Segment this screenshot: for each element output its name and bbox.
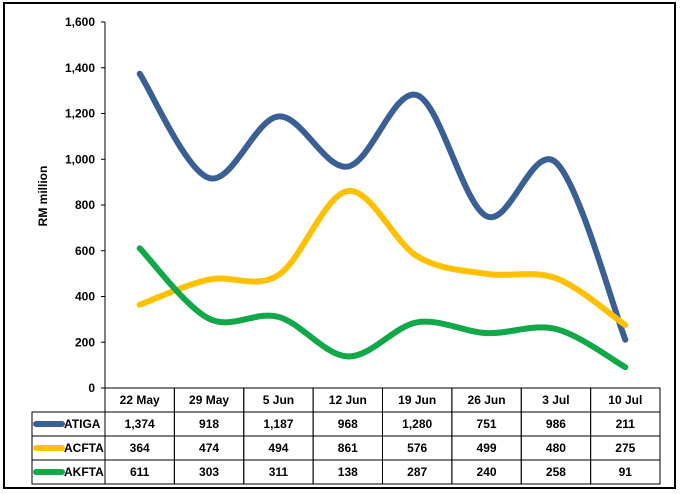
data-label: 91: [619, 465, 633, 479]
legend-label: ATIGA: [64, 417, 101, 431]
y-tick-label: 1,400: [65, 61, 95, 75]
data-label: 138: [338, 465, 358, 479]
data-label: 240: [477, 465, 497, 479]
x-tick-label: 12 Jun: [329, 393, 367, 407]
data-label: 576: [407, 441, 427, 455]
data-label: 611: [130, 465, 150, 479]
y-axis-label: RM million: [36, 166, 50, 227]
series-line-acfta: [136, 188, 629, 329]
series-line-akfta: [136, 245, 629, 371]
data-label: 480: [546, 441, 566, 455]
series-line-atiga: [136, 70, 629, 343]
y-tick-label: 1,200: [65, 107, 95, 121]
data-label: 499: [477, 441, 497, 455]
data-label: 364: [130, 441, 150, 455]
data-label: 986: [546, 417, 566, 431]
data-label: 861: [338, 441, 358, 455]
data-label: 474: [199, 441, 219, 455]
legend-label: ACFTA: [64, 441, 104, 455]
data-label: 1,187: [263, 417, 293, 431]
x-tick-label: 3 Jul: [542, 393, 569, 407]
x-tick-label: 19 Jun: [398, 393, 436, 407]
data-label: 751: [477, 417, 497, 431]
x-tick-label: 22 May: [120, 393, 160, 407]
data-label: 918: [199, 417, 219, 431]
legend-label: AKFTA: [64, 465, 104, 479]
y-tick-label: 400: [75, 290, 95, 304]
data-label: 287: [407, 465, 427, 479]
plot-area: 0 200 400 600 800 1,000 1,200 1,400 1,600: [65, 15, 629, 395]
y-tick-label: 200: [75, 335, 95, 349]
data-label: 311: [269, 465, 289, 479]
table-cell: [590, 459, 661, 485]
x-tick-label: 29 May: [189, 393, 229, 407]
data-label: 968: [338, 417, 358, 431]
data-label: 275: [615, 441, 635, 455]
y-tick-label: 1,000: [65, 152, 95, 166]
y-tick-label: 800: [75, 198, 95, 212]
x-tick-label: 26 Jun: [468, 393, 506, 407]
y-tick-label: 600: [75, 244, 95, 258]
chart-frame: [3, 2, 676, 489]
data-label: 1,280: [402, 417, 432, 431]
y-tick-label: 1,600: [65, 15, 95, 29]
y-tick-label: 0: [88, 381, 95, 395]
data-label: 211: [616, 417, 636, 431]
x-tick-label: 10 Jul: [608, 393, 642, 407]
data-label: 1,374: [125, 417, 155, 431]
x-tick-label: 5 Jun: [263, 393, 294, 407]
data-table: 22 May 29 May 5 Jun 12 Jun 19 Jun 26 Jun 3 Jul…: [31, 387, 661, 485]
data-label: 258: [546, 465, 566, 479]
data-label: 303: [199, 465, 219, 479]
data-label: 494: [268, 441, 288, 455]
